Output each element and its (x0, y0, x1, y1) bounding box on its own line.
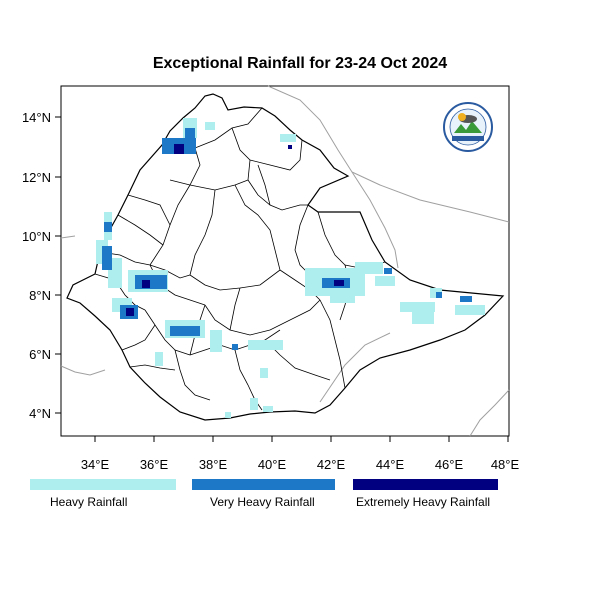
legend-swatch-extreme (353, 479, 498, 490)
axis-ticks (55, 116, 509, 442)
rainfall-extreme-cells (126, 144, 344, 316)
lon-tick-label: 34°E (81, 457, 110, 472)
legend-swatch-heavy (30, 479, 176, 490)
lon-tick-label: 48°E (491, 457, 520, 472)
lat-tick-label: 4°N (29, 406, 51, 421)
lat-tick-label: 6°N (29, 347, 51, 362)
south-sudan-border (60, 365, 106, 376)
latitude-labels: 14°N 12°N 10°N 8°N 6°N 4°N (22, 110, 51, 421)
map-title: Exceptional Rainfall for 23-24 Oct 2024 (152, 55, 448, 72)
lon-tick-label: 42°E (317, 457, 346, 472)
gulf-of-aden-coastline (351, 171, 510, 223)
plot-frame (60, 85, 510, 437)
longitude-labels: 34°E 36°E 38°E 40°E 42°E 44°E 46°E 48°E (81, 457, 520, 472)
meteorology-agency-logo (443, 102, 493, 152)
lon-tick-label: 44°E (376, 457, 405, 472)
mountain-icon (454, 121, 482, 133)
ethiopia-outline (66, 93, 505, 421)
legend-label-heavy: Heavy Rainfall (50, 495, 128, 509)
kenya-somalia-border (319, 332, 391, 403)
lat-tick-label: 14°N (22, 110, 51, 125)
lat-tick-label: 10°N (22, 229, 51, 244)
lon-tick-label: 38°E (199, 457, 228, 472)
neighbor-borders (60, 85, 510, 437)
somalia-coastline (469, 389, 510, 437)
lat-tick-label: 12°N (22, 170, 51, 185)
lon-tick-label: 40°E (258, 457, 287, 472)
lon-tick-label: 36°E (140, 457, 169, 472)
sun-icon (458, 113, 466, 121)
lon-tick-label: 46°E (435, 457, 464, 472)
legend-label-extreme: Extremely Heavy Rainfall (356, 495, 491, 509)
legend-swatch-very-heavy (192, 479, 335, 490)
lat-tick-label: 8°N (29, 288, 51, 303)
sudan-border (60, 235, 76, 239)
legend-label-very-heavy: Very Heavy Rainfall (210, 495, 315, 509)
